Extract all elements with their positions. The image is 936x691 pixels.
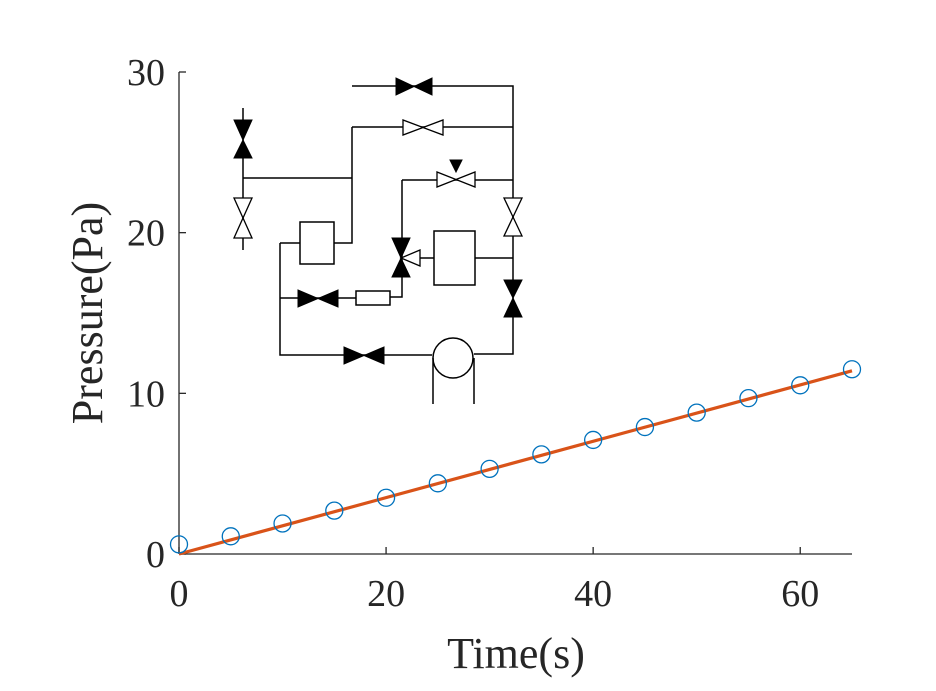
control-valve <box>436 159 476 188</box>
solid-valve-left-vertical <box>233 119 253 159</box>
data-point-marker <box>687 403 706 422</box>
y-tick-label: 30 <box>127 52 165 94</box>
data-point-marker <box>635 417 655 437</box>
pump-symbol <box>432 337 475 404</box>
x-tick-label: 60 <box>781 573 819 615</box>
fit-line <box>178 369 853 556</box>
data-point-marker <box>376 488 396 507</box>
data-point-marker <box>532 445 551 464</box>
y-tick-label: 20 <box>127 213 165 255</box>
data-point-marker <box>739 389 758 408</box>
y-tick-label: 0 <box>146 534 165 576</box>
open-valve-right-vertical <box>502 197 524 237</box>
open-valve-upper <box>402 119 444 136</box>
data-point-marker <box>273 514 292 533</box>
tank-right <box>433 230 476 286</box>
fit-line-layer <box>178 369 853 556</box>
data-point-marker <box>428 474 447 493</box>
axes <box>178 72 852 555</box>
x-tick-label: 20 <box>367 573 405 615</box>
tank-left <box>299 221 335 265</box>
filter-element <box>355 290 391 306</box>
solid-valve-top <box>395 77 433 96</box>
solid-valve-bottom <box>343 346 385 365</box>
data-point-marker <box>584 430 603 450</box>
x-axis-label: Time(s) <box>447 629 585 678</box>
y-axis-label: Pressure(Pa) <box>63 202 112 424</box>
data-point-marker <box>791 376 810 395</box>
solid-valve-right-vertical <box>503 279 523 318</box>
data-point-marker <box>169 535 189 554</box>
data-point-marker <box>480 459 499 478</box>
solid-valve-middle <box>297 289 339 308</box>
x-tick-label: 40 <box>574 573 612 615</box>
y-tick-label: 10 <box>127 373 165 415</box>
axis-tick-labels: 0 20 40 60 0 10 20 30 <box>127 52 819 615</box>
axis-ticks <box>178 71 801 555</box>
data-point-marker <box>325 501 344 520</box>
data-point-marker <box>842 360 862 379</box>
schematic-pipes <box>242 85 514 356</box>
open-valve-left-vertical <box>232 197 254 239</box>
data-point-marker <box>221 527 240 546</box>
three-way-valve <box>391 237 421 278</box>
marker-layer <box>169 360 862 554</box>
x-tick-label: 0 <box>170 573 189 615</box>
piping-schematic-diagram <box>232 77 524 404</box>
